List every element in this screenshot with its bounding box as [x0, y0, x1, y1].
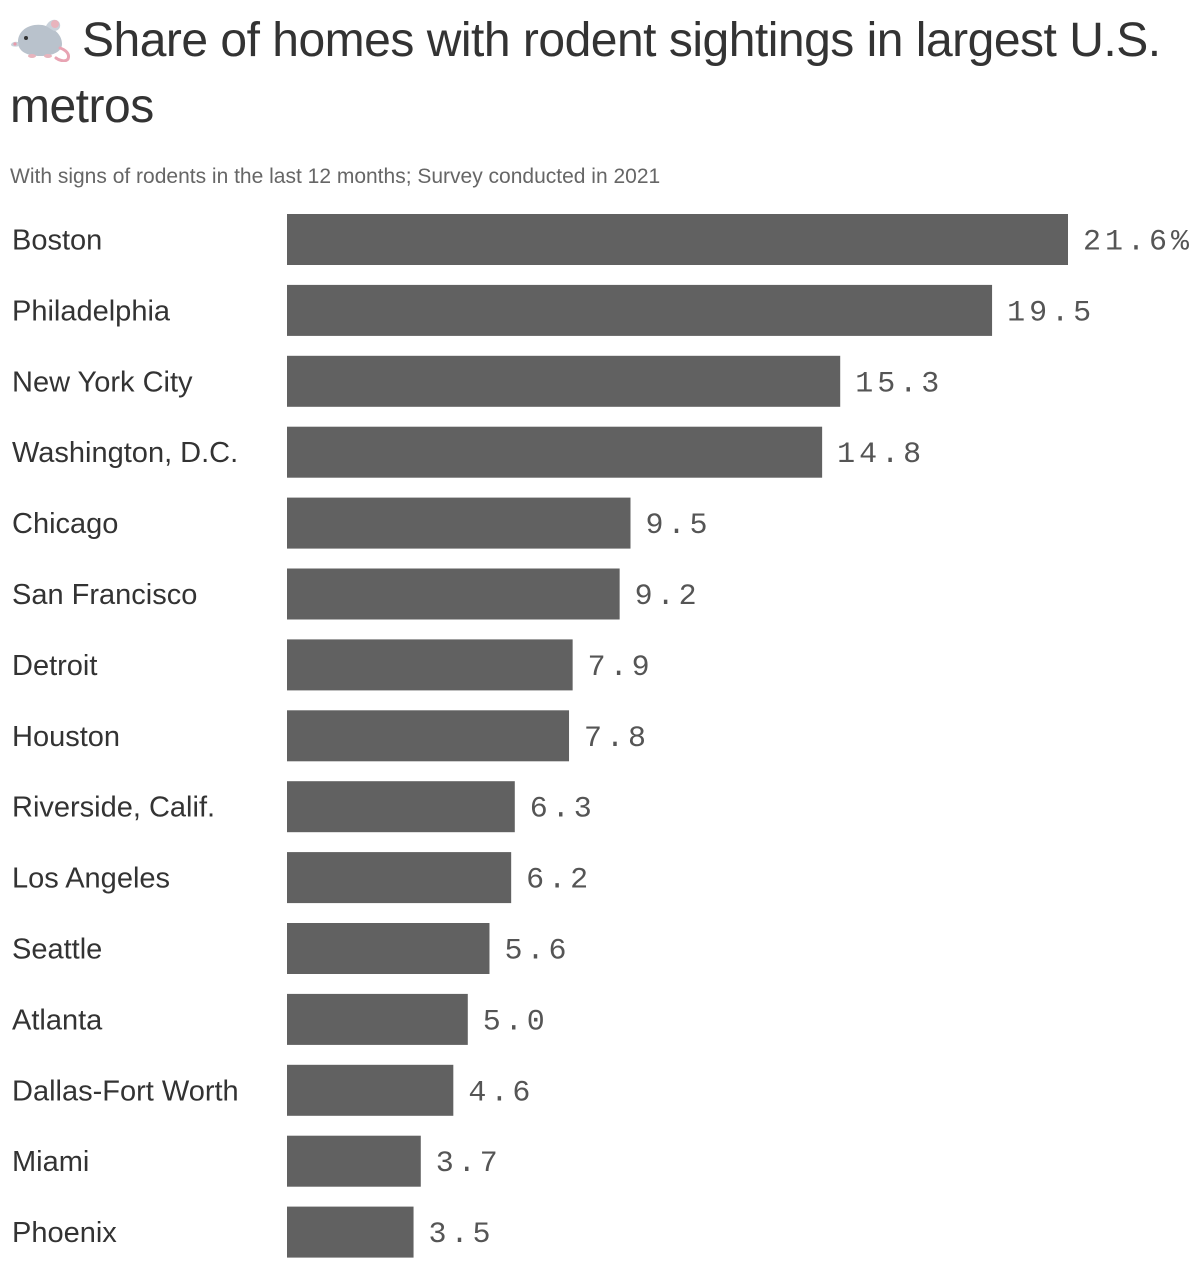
rat-icon — [11, 19, 70, 62]
category-label: Miami — [12, 1146, 89, 1178]
bar — [287, 1206, 414, 1258]
value-label: 7.9 — [588, 651, 654, 685]
bar — [287, 710, 570, 762]
category-label: Chicago — [12, 508, 118, 540]
value-label: 19.5 — [1007, 296, 1095, 330]
value-label: 14.8 — [837, 438, 925, 472]
value-label: 3.7 — [436, 1147, 502, 1181]
value-label: 9.5 — [645, 509, 711, 543]
chart-subtitle: With signs of rodents in the last 12 mon… — [10, 165, 661, 188]
category-label: Houston — [12, 721, 120, 753]
category-label: Seattle — [12, 934, 102, 966]
category-label: Washington, D.C. — [12, 437, 238, 469]
bar — [287, 284, 993, 336]
bar — [287, 497, 631, 549]
bar — [287, 852, 512, 904]
value-label: 21.6% — [1083, 226, 1193, 260]
bar — [287, 1135, 421, 1187]
category-label: Phoenix — [12, 1217, 117, 1249]
bar — [287, 781, 515, 833]
value-label: 3.5 — [429, 1218, 495, 1252]
bar — [287, 568, 620, 620]
bar — [287, 639, 573, 691]
value-label: 15.3 — [855, 367, 943, 401]
value-label: 5.0 — [483, 1005, 549, 1039]
category-label: Riverside, Calif. — [12, 792, 215, 824]
chart-title: Share of homes with rodent sightings in … — [10, 8, 1190, 140]
value-label: 4.6 — [468, 1076, 534, 1110]
bar — [287, 1064, 454, 1116]
category-label: Detroit — [12, 650, 97, 682]
value-label: 7.8 — [584, 722, 650, 756]
bar — [287, 993, 468, 1045]
value-label: 5.6 — [504, 935, 570, 969]
category-label: Atlanta — [12, 1004, 103, 1036]
value-label: 9.2 — [635, 580, 701, 614]
category-label: New York City — [12, 366, 193, 398]
category-label: Dallas-Fort Worth — [12, 1075, 239, 1107]
bar — [287, 214, 1068, 265]
bar — [287, 355, 841, 407]
bar — [287, 923, 490, 974]
value-label: 6.2 — [526, 864, 592, 898]
chart-title-text: Share of homes with rodent sightings in … — [10, 14, 1161, 133]
chart-header: Share of homes with rodent sightings in … — [10, 8, 1190, 140]
category-label: Philadelphia — [12, 295, 171, 327]
value-label: 6.3 — [530, 793, 596, 827]
category-label: San Francisco — [12, 579, 197, 611]
bar — [287, 426, 823, 478]
category-label: Los Angeles — [12, 863, 170, 895]
category-label: Boston — [12, 225, 102, 257]
